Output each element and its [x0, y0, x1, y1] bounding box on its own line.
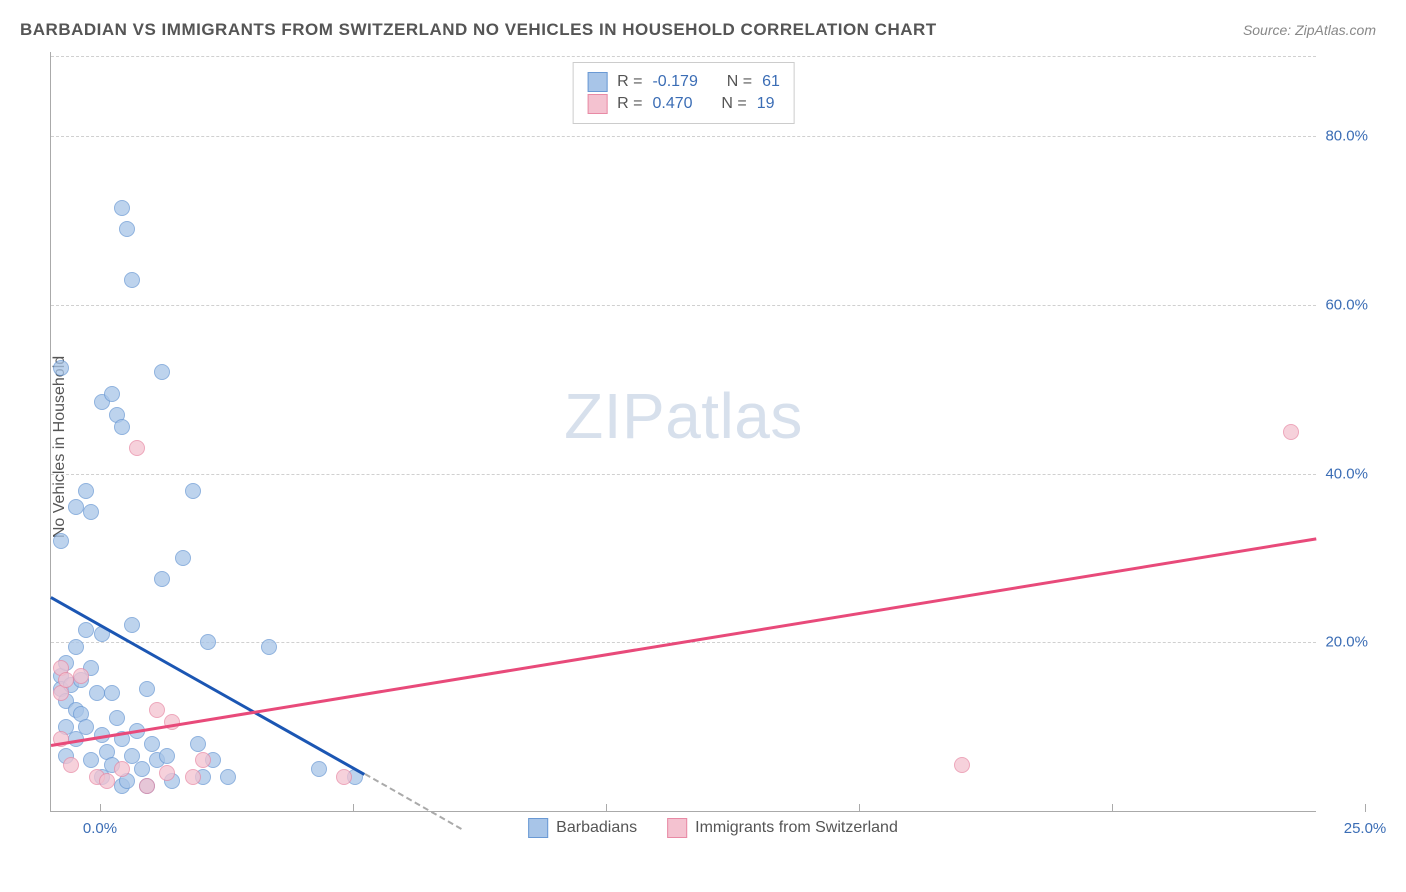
chart-title: BARBADIAN VS IMMIGRANTS FROM SWITZERLAND… — [20, 20, 937, 40]
info-row: R = 0.470 N = 19 — [587, 94, 780, 114]
n-value: 61 — [762, 73, 780, 91]
data-point — [129, 440, 145, 456]
data-point — [114, 419, 130, 435]
data-point — [159, 765, 175, 781]
trend-line — [364, 773, 461, 830]
x-tick — [100, 804, 101, 812]
scatter-plot: ZIPatlas R = -0.179 N = 61R = 0.470 N = … — [50, 52, 1316, 812]
data-point — [78, 483, 94, 499]
data-point — [195, 752, 211, 768]
chart-area: No Vehicles in Household ZIPatlas R = -0… — [50, 52, 1376, 842]
r-label: R = — [617, 73, 642, 91]
data-point — [144, 736, 160, 752]
legend-item: Immigrants from Switzerland — [667, 818, 898, 838]
data-point — [336, 769, 352, 785]
n-label: N = — [721, 95, 746, 113]
data-point — [119, 221, 135, 237]
n-label: N = — [727, 73, 752, 91]
data-point — [154, 571, 170, 587]
grid-line — [51, 56, 1316, 57]
data-point — [114, 761, 130, 777]
legend-swatch — [587, 72, 607, 92]
x-tick — [1365, 804, 1366, 812]
data-point — [1283, 424, 1299, 440]
data-point — [139, 681, 155, 697]
n-value: 19 — [757, 95, 775, 113]
x-tick-label: 25.0% — [1344, 820, 1387, 837]
data-point — [58, 672, 74, 688]
watermark: ZIPatlas — [564, 379, 803, 453]
legend-swatch — [667, 818, 687, 838]
data-point — [954, 757, 970, 773]
correlation-info-box: R = -0.179 N = 61R = 0.470 N = 19 — [572, 62, 795, 124]
series-legend: Barbadians Immigrants from Switzerland — [528, 818, 898, 838]
data-point — [53, 360, 69, 376]
y-tick-label: 60.0% — [1325, 297, 1368, 314]
legend-label: Barbadians — [556, 819, 637, 837]
legend-label: Immigrants from Switzerland — [695, 819, 898, 837]
x-tick — [353, 804, 354, 812]
legend-item: Barbadians — [528, 818, 637, 838]
data-point — [73, 668, 89, 684]
data-point — [159, 748, 175, 764]
data-point — [124, 617, 140, 633]
data-point — [190, 736, 206, 752]
data-point — [109, 710, 125, 726]
data-point — [200, 634, 216, 650]
data-point — [261, 639, 277, 655]
r-label: R = — [617, 95, 642, 113]
data-point — [139, 778, 155, 794]
data-point — [311, 761, 327, 777]
x-tick — [859, 804, 860, 812]
x-tick — [1112, 804, 1113, 812]
x-tick-label: 0.0% — [83, 820, 117, 837]
r-value: -0.179 — [652, 73, 697, 91]
info-row: R = -0.179 N = 61 — [587, 72, 780, 92]
data-point — [99, 773, 115, 789]
y-tick-label: 40.0% — [1325, 465, 1368, 482]
data-point — [104, 386, 120, 402]
y-tick-label: 80.0% — [1325, 128, 1368, 145]
data-point — [68, 499, 84, 515]
data-point — [89, 685, 105, 701]
data-point — [185, 483, 201, 499]
legend-swatch — [587, 94, 607, 114]
grid-line — [51, 305, 1316, 306]
r-value: 0.470 — [652, 95, 692, 113]
grid-line — [51, 474, 1316, 475]
source-label: Source: ZipAtlas.com — [1243, 22, 1376, 38]
data-point — [149, 702, 165, 718]
data-point — [83, 504, 99, 520]
data-point — [68, 639, 84, 655]
data-point — [185, 769, 201, 785]
data-point — [154, 364, 170, 380]
data-point — [220, 769, 236, 785]
data-point — [134, 761, 150, 777]
y-tick-label: 20.0% — [1325, 634, 1368, 651]
legend-swatch — [528, 818, 548, 838]
data-point — [124, 272, 140, 288]
x-tick — [606, 804, 607, 812]
data-point — [78, 622, 94, 638]
data-point — [63, 757, 79, 773]
data-point — [175, 550, 191, 566]
data-point — [104, 685, 120, 701]
data-point — [83, 752, 99, 768]
data-point — [53, 533, 69, 549]
data-point — [78, 719, 94, 735]
data-point — [114, 200, 130, 216]
grid-line — [51, 136, 1316, 137]
